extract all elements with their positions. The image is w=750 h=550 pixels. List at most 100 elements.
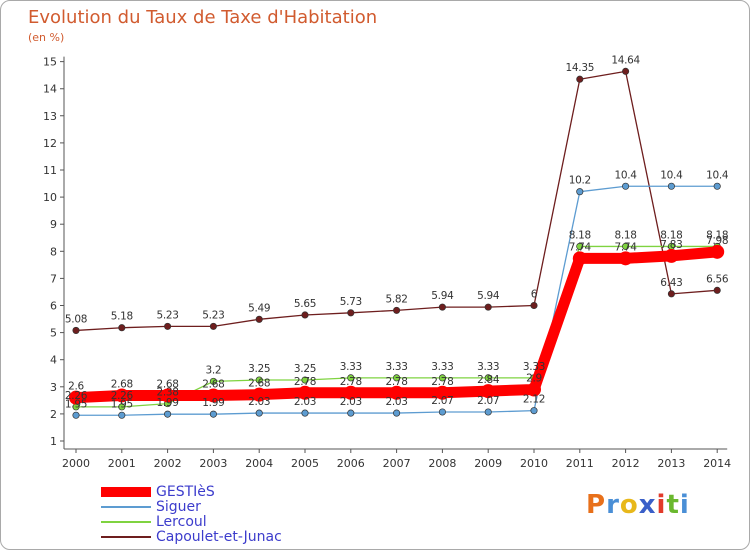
y-tick-label: 14 bbox=[43, 83, 57, 96]
data-label-Capoulet-et-Junac: 5.65 bbox=[294, 298, 316, 310]
data-label-GESTIèS: 2.9 bbox=[526, 373, 542, 385]
data-label-Siguer: 10.2 bbox=[569, 175, 591, 187]
data-label-Siguer: 1.95 bbox=[65, 398, 87, 410]
legend-item: Capoulet-et-Junac bbox=[101, 528, 282, 545]
data-point-GESTIèS bbox=[252, 387, 267, 402]
data-label-Capoulet-et-Junac: 5.08 bbox=[65, 313, 87, 325]
data-label-Siguer: 1.99 bbox=[202, 397, 224, 409]
data-point-GESTIèS bbox=[435, 385, 450, 400]
data-point-GESTIèS bbox=[389, 385, 404, 400]
legend-swatch bbox=[101, 535, 151, 538]
x-tick-label: 2000 bbox=[62, 457, 90, 470]
data-label-Siguer: 2.07 bbox=[477, 395, 499, 407]
data-point-Siguer bbox=[530, 407, 538, 415]
chart-unit-label: (en %) bbox=[28, 31, 65, 44]
x-tick-label: 2001 bbox=[108, 457, 136, 470]
x-tick-label: 2014 bbox=[703, 457, 731, 470]
data-point-Capoulet-et-Junac bbox=[301, 311, 309, 319]
data-label-GESTIèS: 2.68 bbox=[157, 378, 179, 390]
data-label-Siguer: 10.4 bbox=[660, 169, 683, 181]
data-label-Lercoul: 2.26 bbox=[65, 390, 88, 402]
data-label-Lercoul: 8.18 bbox=[706, 229, 728, 241]
legend-swatch bbox=[101, 486, 151, 497]
data-label-GESTIèS: 2.78 bbox=[431, 376, 453, 388]
data-label-GESTIèS: 2.68 bbox=[202, 378, 224, 390]
data-point-Lercoul bbox=[484, 374, 492, 382]
data-point-Lercoul bbox=[301, 376, 309, 384]
data-point-Capoulet-et-Junac bbox=[667, 290, 675, 298]
x-tick-label: 2009 bbox=[474, 457, 502, 470]
legend-swatch bbox=[101, 505, 151, 508]
data-label-Capoulet-et-Junac: 5.18 bbox=[111, 311, 133, 323]
data-label-Lercoul: 3.25 bbox=[294, 363, 316, 375]
data-point-Capoulet-et-Junac bbox=[713, 286, 721, 294]
data-label-Capoulet-et-Junac: 5.94 bbox=[431, 290, 454, 302]
y-tick-label: 15 bbox=[43, 56, 57, 69]
data-point-GESTIèS bbox=[572, 251, 587, 266]
data-point-Siguer bbox=[622, 182, 630, 190]
data-label-Siguer: 10.4 bbox=[706, 169, 729, 181]
y-tick-label: 7 bbox=[50, 272, 57, 285]
data-point-GESTIèS bbox=[710, 244, 725, 259]
logo-letter: o bbox=[619, 490, 639, 520]
data-point-Capoulet-et-Junac bbox=[484, 303, 492, 311]
data-label-Siguer: 2.12 bbox=[523, 394, 545, 406]
data-point-Lercoul bbox=[622, 242, 630, 250]
data-label-Siguer: 1.99 bbox=[157, 397, 179, 409]
data-point-GESTIèS bbox=[618, 251, 633, 266]
data-point-Capoulet-et-Junac bbox=[576, 75, 584, 83]
data-point-Siguer bbox=[667, 182, 675, 190]
data-point-GESTIèS bbox=[664, 248, 679, 263]
x-tick-label: 2002 bbox=[154, 457, 182, 470]
data-label-Siguer: 2.03 bbox=[248, 396, 270, 408]
y-tick-label: 9 bbox=[50, 218, 57, 231]
y-tick-label: 12 bbox=[43, 137, 57, 150]
x-tick-label: 2010 bbox=[520, 457, 548, 470]
data-label-Lercoul: 3.33 bbox=[340, 361, 362, 373]
y-tick-label: 1 bbox=[50, 435, 57, 448]
data-label-GESTIèS: 7.74 bbox=[615, 241, 638, 253]
y-tick-label: 10 bbox=[43, 191, 57, 204]
data-label-Siguer: 2.07 bbox=[431, 395, 453, 407]
data-label-Lercoul: 2.38 bbox=[157, 387, 179, 399]
x-tick-label: 2008 bbox=[428, 457, 456, 470]
data-label-Siguer: 10.4 bbox=[615, 169, 638, 181]
data-point-Lercoul bbox=[347, 374, 355, 382]
data-label-GESTIèS: 2.68 bbox=[111, 378, 133, 390]
data-point-Capoulet-et-Junac bbox=[393, 306, 401, 314]
y-tick-label: 3 bbox=[50, 381, 57, 394]
legend-item: Lercoul bbox=[101, 514, 282, 530]
data-label-Lercoul: 8.18 bbox=[615, 229, 637, 241]
data-point-Siguer bbox=[576, 188, 584, 196]
data-point-GESTIèS bbox=[206, 388, 221, 403]
data-label-GESTIèS: 2.84 bbox=[477, 374, 500, 386]
x-tick-label: 2007 bbox=[383, 457, 411, 470]
data-point-Siguer bbox=[255, 409, 263, 417]
data-label-Capoulet-et-Junac: 6.43 bbox=[660, 277, 682, 289]
data-point-Capoulet-et-Junac bbox=[209, 322, 217, 330]
data-label-Capoulet-et-Junac: 5.94 bbox=[477, 290, 500, 302]
data-label-GESTIèS: 2.6 bbox=[68, 381, 84, 393]
data-label-GESTIèS: 2.68 bbox=[248, 378, 270, 390]
data-label-GESTIèS: 7.98 bbox=[706, 235, 728, 247]
data-point-Siguer bbox=[118, 411, 126, 419]
data-label-Lercoul: 3.33 bbox=[386, 361, 408, 373]
y-tick-label: 4 bbox=[50, 354, 57, 367]
legend-label: GESTIèS bbox=[156, 483, 215, 500]
data-label-Lercoul: 3.33 bbox=[523, 361, 545, 373]
data-point-Siguer bbox=[209, 410, 217, 418]
x-tick-label: 2013 bbox=[657, 457, 685, 470]
data-point-GESTIèS bbox=[114, 388, 129, 403]
legend-label: Capoulet-et-Junac bbox=[156, 528, 282, 545]
data-label-Capoulet-et-Junac: 5.49 bbox=[248, 302, 270, 314]
data-point-Lercoul bbox=[255, 376, 263, 384]
data-point-Siguer bbox=[72, 411, 80, 419]
legend-swatch bbox=[101, 520, 151, 523]
logo-letter: P bbox=[586, 490, 607, 520]
data-point-Capoulet-et-Junac bbox=[118, 324, 126, 332]
data-point-Lercoul bbox=[576, 242, 584, 250]
data-label-Lercoul: 3.2 bbox=[205, 364, 221, 376]
data-label-GESTIèS: 2.78 bbox=[386, 376, 408, 388]
y-tick-label: 13 bbox=[43, 110, 57, 123]
